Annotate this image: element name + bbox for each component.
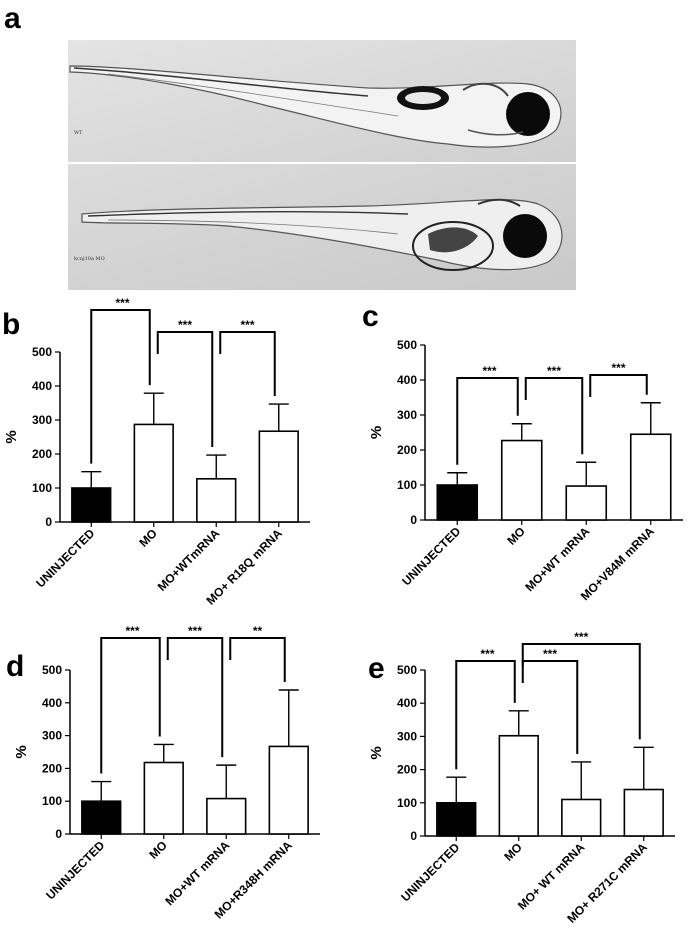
significance-bracket <box>166 637 224 758</box>
chart-d: 0 100 200 300 400 500% UNINJECTED MO MO+WT mRNA M… <box>0 624 340 936</box>
y-tick-label: 300 <box>397 408 417 422</box>
significance-label: *** <box>611 361 625 375</box>
y-tick-label: 200 <box>32 447 52 461</box>
panel-letter-b: b <box>2 308 21 341</box>
y-tick-label: 500 <box>397 663 417 677</box>
embryo-photo-wt: WT <box>68 40 576 162</box>
significance-bracket <box>524 377 584 455</box>
bar <box>268 745 309 835</box>
panel-letter-a: a <box>4 2 21 35</box>
y-tick-label: 400 <box>397 696 417 710</box>
y-tick-label: 500 <box>42 663 62 677</box>
significance-label: *** <box>482 364 496 378</box>
y-tick-label: 0 <box>410 513 417 527</box>
bar <box>258 430 299 523</box>
significance-label: *** <box>115 296 129 310</box>
y-tick-label: 0 <box>45 515 52 529</box>
significance-label: *** <box>543 647 557 661</box>
bar <box>143 761 184 835</box>
y-tick-label: 100 <box>397 796 417 810</box>
chart-b: 0 100 200 300 400 500% UNINJECTED MO MO+WTmRNA MO… <box>0 296 340 620</box>
significance-label: *** <box>178 318 192 332</box>
x-tick-label: MO <box>136 526 160 550</box>
y-tick-label: 400 <box>397 373 417 387</box>
significance-bracket <box>589 374 648 397</box>
significance-label: *** <box>125 624 139 638</box>
x-tick-label: UNINJECTED <box>399 524 463 588</box>
significance-bracket <box>456 377 519 465</box>
x-tick-label: UNINJECTED <box>43 838 107 902</box>
y-tick-label: 100 <box>32 481 52 495</box>
panel-letter-c: c <box>362 300 379 333</box>
significance-label: *** <box>480 647 494 661</box>
y-axis-label: % <box>368 426 385 439</box>
y-tick-label: 300 <box>32 413 52 427</box>
y-axis-label: % <box>13 745 30 758</box>
bar <box>561 798 602 837</box>
bar <box>133 423 174 523</box>
bar <box>436 484 479 521</box>
significance-label: ** <box>253 624 263 638</box>
panel-letter-d: d <box>6 650 25 683</box>
significance-label: *** <box>574 630 588 644</box>
y-tick-label: 500 <box>397 338 417 352</box>
bar <box>206 797 247 835</box>
chart-e: 0 100 200 300 400 500% UNINJECTED MO MO+ WT mRNA… <box>355 630 695 936</box>
y-tick-label: 300 <box>397 729 417 743</box>
x-tick-label: MO <box>504 524 528 548</box>
x-tick-label: UNINJECTED <box>33 526 97 590</box>
significance-label: *** <box>240 318 254 332</box>
y-tick-label: 100 <box>42 794 62 808</box>
x-tick-label: MO <box>146 838 170 862</box>
x-tick-label: MO+ WT mRNA <box>515 840 588 913</box>
bar <box>196 478 237 523</box>
x-tick-label: MO+WT mRNA <box>522 524 592 594</box>
panel-letter-e: e <box>368 652 385 685</box>
y-tick-label: 100 <box>397 478 417 492</box>
y-tick-label: 200 <box>397 763 417 777</box>
significance-bracket <box>521 660 579 754</box>
y-tick-label: 0 <box>410 829 417 843</box>
photo-label-mo: kcnj10a MO <box>74 256 105 262</box>
bar <box>71 487 112 523</box>
y-axis-label: % <box>368 746 385 759</box>
bar <box>500 439 543 521</box>
photo-label-wt: WT <box>74 130 83 136</box>
bar <box>629 433 672 521</box>
x-tick-label: UNINJECTED <box>398 840 462 904</box>
significance-bracket <box>521 643 641 740</box>
significance-bracket <box>90 309 151 464</box>
bar <box>623 788 664 837</box>
y-tick-label: 0 <box>55 827 62 841</box>
y-tick-label: 200 <box>42 761 62 775</box>
y-tick-label: 200 <box>397 443 417 457</box>
y-tick-label: 400 <box>42 696 62 710</box>
y-axis-label: % <box>3 430 20 443</box>
y-tick-label: 500 <box>32 345 52 359</box>
bar <box>498 734 539 837</box>
y-tick-label: 400 <box>32 379 52 393</box>
x-tick-label: MO+WTmRNA <box>155 526 223 594</box>
significance-bracket <box>100 637 161 774</box>
significance-label: *** <box>188 624 202 638</box>
bar <box>436 802 477 837</box>
significance-bracket <box>229 637 286 683</box>
x-tick-label: MO+WT mRNA <box>162 838 232 908</box>
bar <box>81 800 122 835</box>
embryo-photo-mo: kcnj10a MO <box>68 164 576 290</box>
x-tick-label: MO <box>501 840 525 864</box>
chart-c: 0 100 200 300 400 500% UNINJECTED MO MO+WT mRNA M… <box>355 300 695 620</box>
significance-bracket <box>455 660 516 770</box>
significance-bracket <box>219 331 276 397</box>
y-tick-label: 300 <box>42 729 62 743</box>
significance-label: *** <box>547 364 561 378</box>
significance-bracket <box>156 331 214 448</box>
bar <box>565 485 608 521</box>
